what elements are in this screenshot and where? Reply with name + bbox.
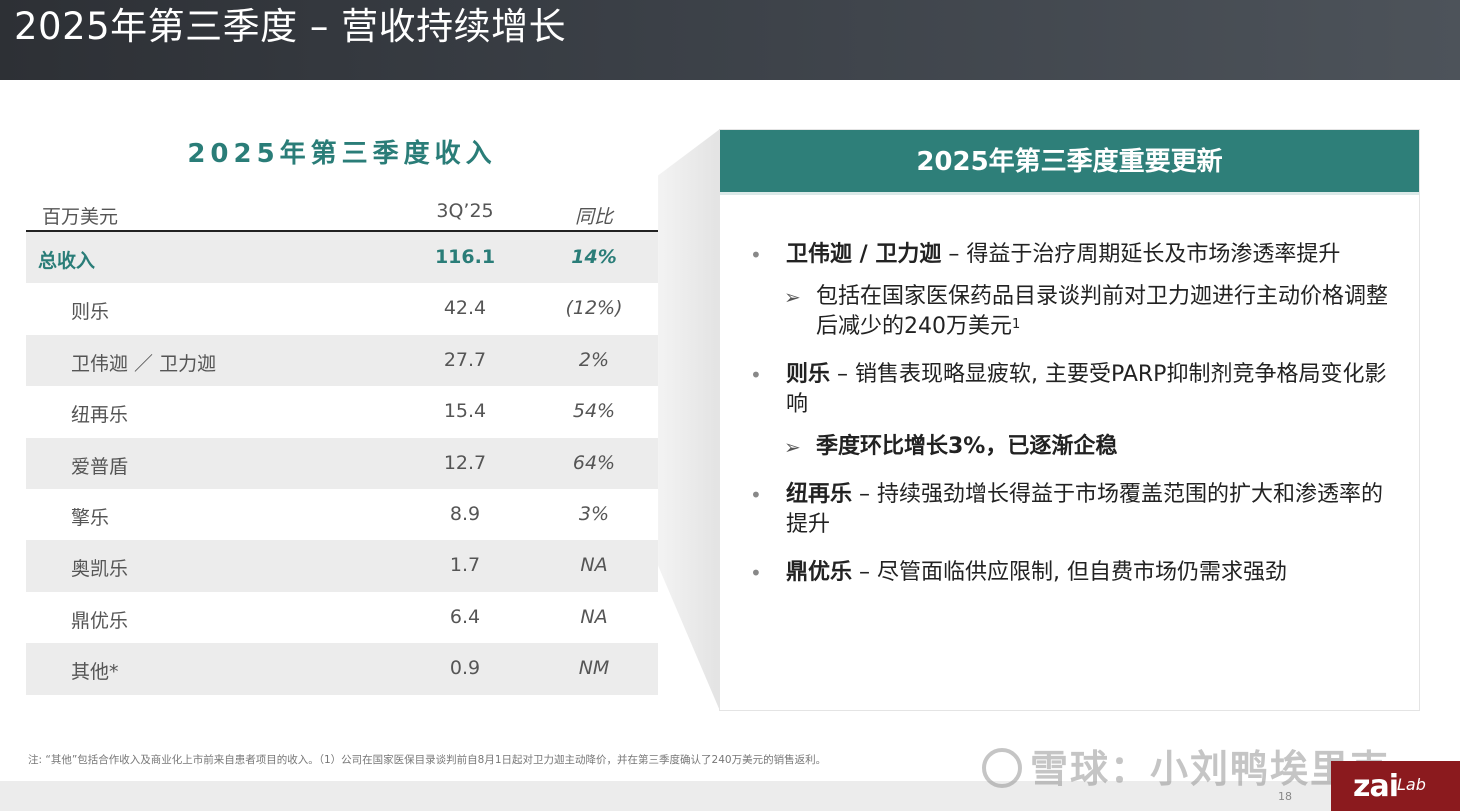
row-yoy: 54%	[572, 400, 616, 423]
row-name: 卫伟迦 ／ 卫力迦	[71, 352, 217, 375]
bullet-bold: 鼎优乐	[786, 560, 853, 585]
table-row-total: 总收入 116.1 14%	[26, 232, 658, 284]
list-item: • 则乐 – 销售表现略显疲软, 主要受PARP抑制剂竞争格局变化影响	[750, 360, 1390, 420]
sub-text: 包括在国家医保药品目录谈判前对卫力迦进行主动价格调整后减少的240万美元	[816, 284, 1389, 339]
sub-bold: 季度环比增长3%，已逐渐企稳	[816, 434, 1118, 459]
watermark-text: 雪球：小刘鸭埃里克	[1030, 747, 1391, 791]
bullet-bold: 纽再乐	[786, 482, 853, 507]
row-yoy: (12%)	[565, 297, 623, 320]
sub-list-item: ➢ 包括在国家医保药品目录谈判前对卫力迦进行主动价格调整后减少的240万美元1	[750, 282, 1390, 342]
logo-lab: Lab	[1397, 775, 1426, 794]
updates-list: • 卫伟迦 / 卫力迦 – 得益于治疗周期延长及市场渗透率提升 ➢ 包括在国家医…	[750, 240, 1390, 606]
row-value: 27.7	[443, 348, 487, 371]
row-yoy: 3%	[578, 502, 610, 525]
row-yoy: 14%	[571, 246, 617, 268]
updates-heading: 2025年第三季度重要更新	[720, 130, 1419, 195]
watermark: 雪球：小刘鸭埃里克	[982, 738, 1390, 793]
header-yoy: 同比	[574, 206, 613, 228]
list-item: • 卫伟迦 / 卫力迦 – 得益于治疗周期延长及市场渗透率提升	[750, 240, 1390, 270]
row-value: 12.7	[443, 451, 487, 474]
row-value: 0.9	[449, 657, 481, 680]
row-name: 擎乐	[71, 506, 110, 529]
bullet-text: – 销售表现略显疲软, 主要受PARP抑制剂竞争格局变化影响	[786, 362, 1387, 417]
row-name: 其他*	[71, 661, 119, 684]
header-period: 3Q’25	[436, 200, 494, 222]
arrow-bullet-icon: ➢	[784, 285, 801, 309]
row-value: 116.1	[434, 246, 496, 268]
bullet-bold: 卫伟迦 / 卫力迦	[786, 242, 942, 267]
table-row: 鼎优乐 6.4 NA	[26, 592, 658, 643]
table-row: 擎乐 8.9 3%	[26, 489, 658, 540]
table-row: 则乐 42.4 (12%)	[26, 283, 658, 334]
bullet-icon: •	[750, 483, 762, 507]
row-name: 爱普盾	[71, 455, 129, 478]
panel-shadow-wedge	[658, 129, 720, 711]
row-name: 鼎优乐	[71, 609, 129, 632]
page-number: 18	[1278, 790, 1292, 803]
table-row: 奥凯乐 1.7 NA	[26, 540, 658, 592]
row-yoy: 2%	[578, 348, 610, 371]
zai-lab-logo: zai Lab	[1331, 761, 1460, 811]
row-yoy: NA	[580, 605, 608, 628]
row-name: 纽再乐	[71, 404, 129, 427]
revenue-table: 百万美元 3Q’25 同比 总收入 116.1 14% 则乐 42.4 (12%…	[26, 196, 658, 695]
slide-title: 2025年第三季度 – 营收持续增长	[14, 5, 567, 48]
arrow-bullet-icon: ➢	[784, 435, 801, 459]
bullet-text: – 持续强劲增长得益于市场覆盖范围的扩大和渗透率的提升	[786, 482, 1384, 537]
row-value: 8.9	[449, 502, 481, 525]
updates-panel: 2025年第三季度重要更新 • 卫伟迦 / 卫力迦 – 得益于治疗周期延长及市场…	[719, 129, 1420, 711]
bullet-icon: •	[750, 561, 762, 585]
header-unit: 百万美元	[42, 206, 119, 228]
table-row: 卫伟迦 ／ 卫力迦 27.7 2%	[26, 334, 658, 387]
row-yoy: NA	[580, 554, 608, 577]
bullet-text: – 尽管面临供应限制, 但自费市场仍需求强劲	[852, 560, 1287, 585]
snowball-logo-icon	[982, 747, 1022, 788]
list-item: • 纽再乐 – 持续强劲增长得益于市场覆盖范围的扩大和渗透率的提升	[750, 480, 1390, 540]
logo-zai: zai	[1353, 769, 1399, 804]
footnote-ref: 1	[1012, 317, 1021, 332]
revenue-heading: 2025年第三季度收入	[187, 139, 497, 169]
table-header: 百万美元 3Q’25 同比	[26, 196, 658, 232]
list-item: • 鼎优乐 – 尽管面临供应限制, 但自费市场仍需求强劲	[750, 558, 1390, 588]
table-row: 其他* 0.9 NM	[26, 643, 658, 695]
row-value: 42.4	[443, 297, 487, 320]
title-bar: 2025年第三季度 – 营收持续增长	[0, 0, 1460, 80]
row-yoy: 64%	[572, 451, 616, 474]
row-yoy: NM	[578, 657, 610, 680]
row-name: 奥凯乐	[71, 558, 129, 581]
row-name: 则乐	[71, 301, 110, 324]
bullet-icon: •	[750, 243, 762, 267]
footnote: 注: “其他”包括合作收入及商业化上市前来自患者项目的收入。（1）公司在国家医保…	[28, 754, 827, 766]
table-row: 纽再乐 15.4 54%	[26, 386, 658, 437]
bullet-icon: •	[750, 363, 762, 387]
sub-list-item: ➢ 季度环比增长3%，已逐渐企稳	[750, 432, 1390, 462]
row-value: 15.4	[443, 400, 487, 423]
bullet-text: – 得益于治疗周期延长及市场渗透率提升	[941, 242, 1341, 267]
row-value: 1.7	[449, 554, 481, 577]
bullet-bold: 则乐	[786, 362, 831, 387]
table-row: 爱普盾 12.7 64%	[26, 437, 658, 489]
row-name: 总收入	[38, 250, 96, 272]
footer-strip	[0, 781, 1460, 811]
row-value: 6.4	[449, 605, 481, 628]
